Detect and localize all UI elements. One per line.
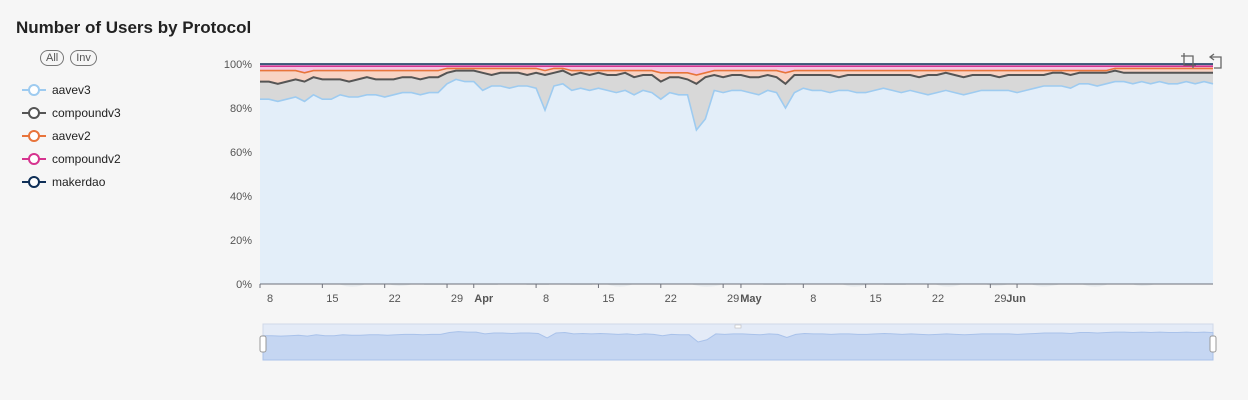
- toggle-inverse-button[interactable]: Inv: [70, 50, 97, 66]
- legend-item-makerdao[interactable]: makerdao: [22, 170, 121, 193]
- legend-item-aavev3[interactable]: aavev3: [22, 78, 121, 101]
- legend-label: aavev3: [52, 82, 91, 97]
- line-aavev3: [260, 78, 1214, 132]
- legend-marker: [22, 83, 46, 96]
- legend-label: compoundv2: [52, 151, 121, 166]
- zoom-handle-left[interactable]: [259, 335, 267, 353]
- y-tick-label: 100%: [224, 59, 252, 71]
- x-tick-label: 22: [932, 293, 944, 305]
- legend-item-compoundv3[interactable]: compoundv3: [22, 101, 121, 124]
- zoom-move-handle: [734, 324, 742, 329]
- x-tick-label: 8: [267, 293, 273, 305]
- x-tick-label: 22: [389, 293, 401, 305]
- data-zoom-slider[interactable]: [259, 323, 1217, 361]
- x-tick-label: 15: [870, 293, 882, 305]
- line-compoundv3: [260, 69, 1213, 86]
- area-aavev3: [260, 79, 1213, 285]
- legend-toggles: All Inv: [40, 50, 97, 66]
- x-tick-label: 29: [727, 293, 739, 305]
- legend: aavev3 compoundv3 aavev2 compoundv2 makerdao: [22, 78, 121, 193]
- chart-title: Number of Users by Protocol: [16, 18, 252, 37]
- legend-item-compoundv2[interactable]: compoundv2: [22, 147, 121, 170]
- x-tick-label: 8: [810, 293, 816, 305]
- area-aavev2: [260, 68, 1213, 84]
- legend-label: aavev2: [52, 128, 91, 143]
- legend-item-aavev2[interactable]: aavev2: [22, 124, 121, 147]
- y-tick-label: 80%: [230, 103, 252, 115]
- x-tick-label: 15: [326, 293, 338, 305]
- x-tick-label: 22: [665, 293, 677, 305]
- x-tick-label: 8: [543, 293, 549, 305]
- zoom-select-icon[interactable]: [1180, 52, 1198, 75]
- x-tick-label: Jun: [1006, 293, 1026, 305]
- zoom-handle-right[interactable]: [1209, 335, 1217, 353]
- zoom-preview-area: [262, 331, 1214, 361]
- y-tick-label: 60%: [230, 147, 252, 159]
- legend-label: makerdao: [52, 174, 106, 189]
- x-tick-label: May: [740, 293, 762, 305]
- legend-label: compoundv3: [52, 105, 121, 120]
- legend-marker: [22, 175, 46, 188]
- x-tick-label: 29: [451, 293, 463, 305]
- y-tick-label: 40%: [230, 191, 252, 203]
- legend-marker: [22, 129, 46, 142]
- x-tick-label: 15: [602, 293, 614, 305]
- x-tick-label: Apr: [474, 293, 494, 305]
- toolbox: [1180, 52, 1226, 75]
- toggle-all-button[interactable]: All: [40, 50, 65, 66]
- y-tick-label: 20%: [230, 235, 252, 247]
- line-aavev2: [260, 67, 1213, 76]
- x-tick-label: 29: [994, 293, 1006, 305]
- zoom-reset-icon[interactable]: [1208, 52, 1226, 75]
- y-tick-label: 0%: [236, 279, 252, 291]
- legend-marker: [22, 152, 46, 165]
- legend-marker: [22, 106, 46, 119]
